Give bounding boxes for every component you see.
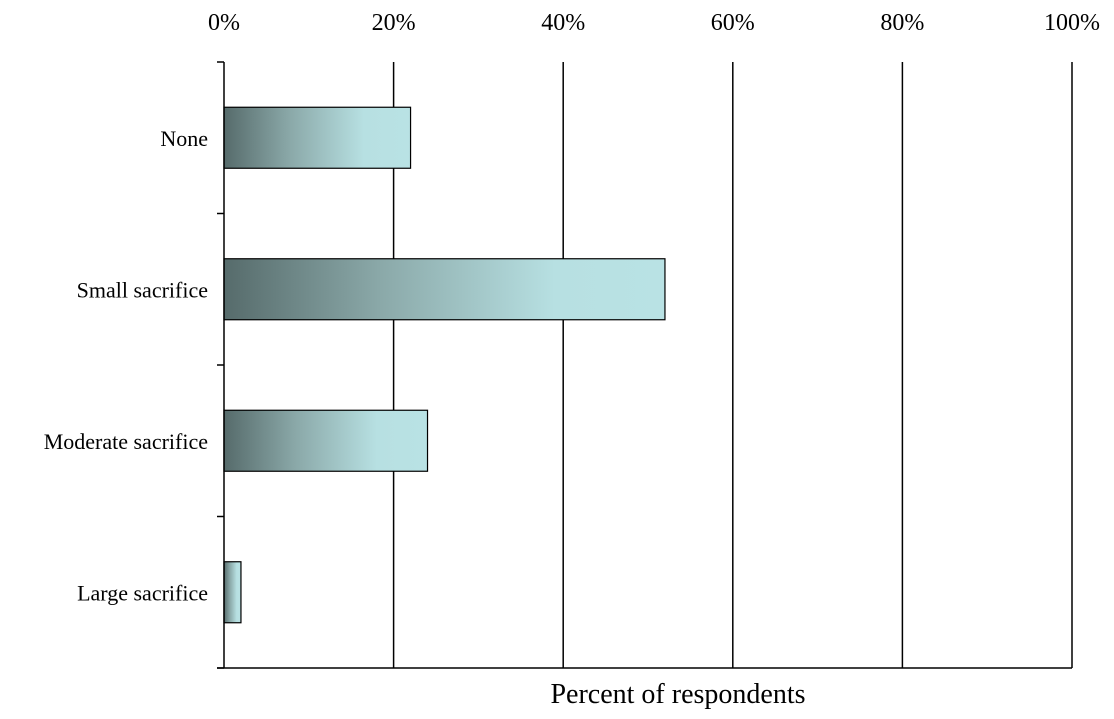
bars <box>223 106 666 624</box>
y-category-label-large-sacrifice: Large sacrifice <box>77 580 208 605</box>
labels: 0% 20% 40% 60% 80% 100% None Small sacrifice Mod… <box>44 10 1100 605</box>
grid-lines <box>392 62 1073 668</box>
y-category-label-none: None <box>160 126 208 151</box>
x-tick-label-40: 40% <box>541 10 585 36</box>
axes <box>217 61 1072 669</box>
x-tick-label-0: 0% <box>208 10 240 36</box>
x-tick-label-60: 60% <box>711 10 755 36</box>
bar-large-sacrifice <box>223 561 242 624</box>
bar-small-sacrifice <box>223 258 666 321</box>
y-category-label-moderate-sacrifice: Moderate sacrifice <box>44 429 208 454</box>
y-category-label-small-sacrifice: Small sacrifice <box>77 277 208 302</box>
x-tick-label-80: 80% <box>880 10 924 36</box>
x-tick-label-100: 100% <box>1044 10 1100 36</box>
bar-none <box>223 106 412 169</box>
bar-moderate-sacrifice <box>223 409 429 472</box>
x-axis-title: Percent of respondents <box>550 679 805 710</box>
x-tick-label-20: 20% <box>372 10 416 36</box>
